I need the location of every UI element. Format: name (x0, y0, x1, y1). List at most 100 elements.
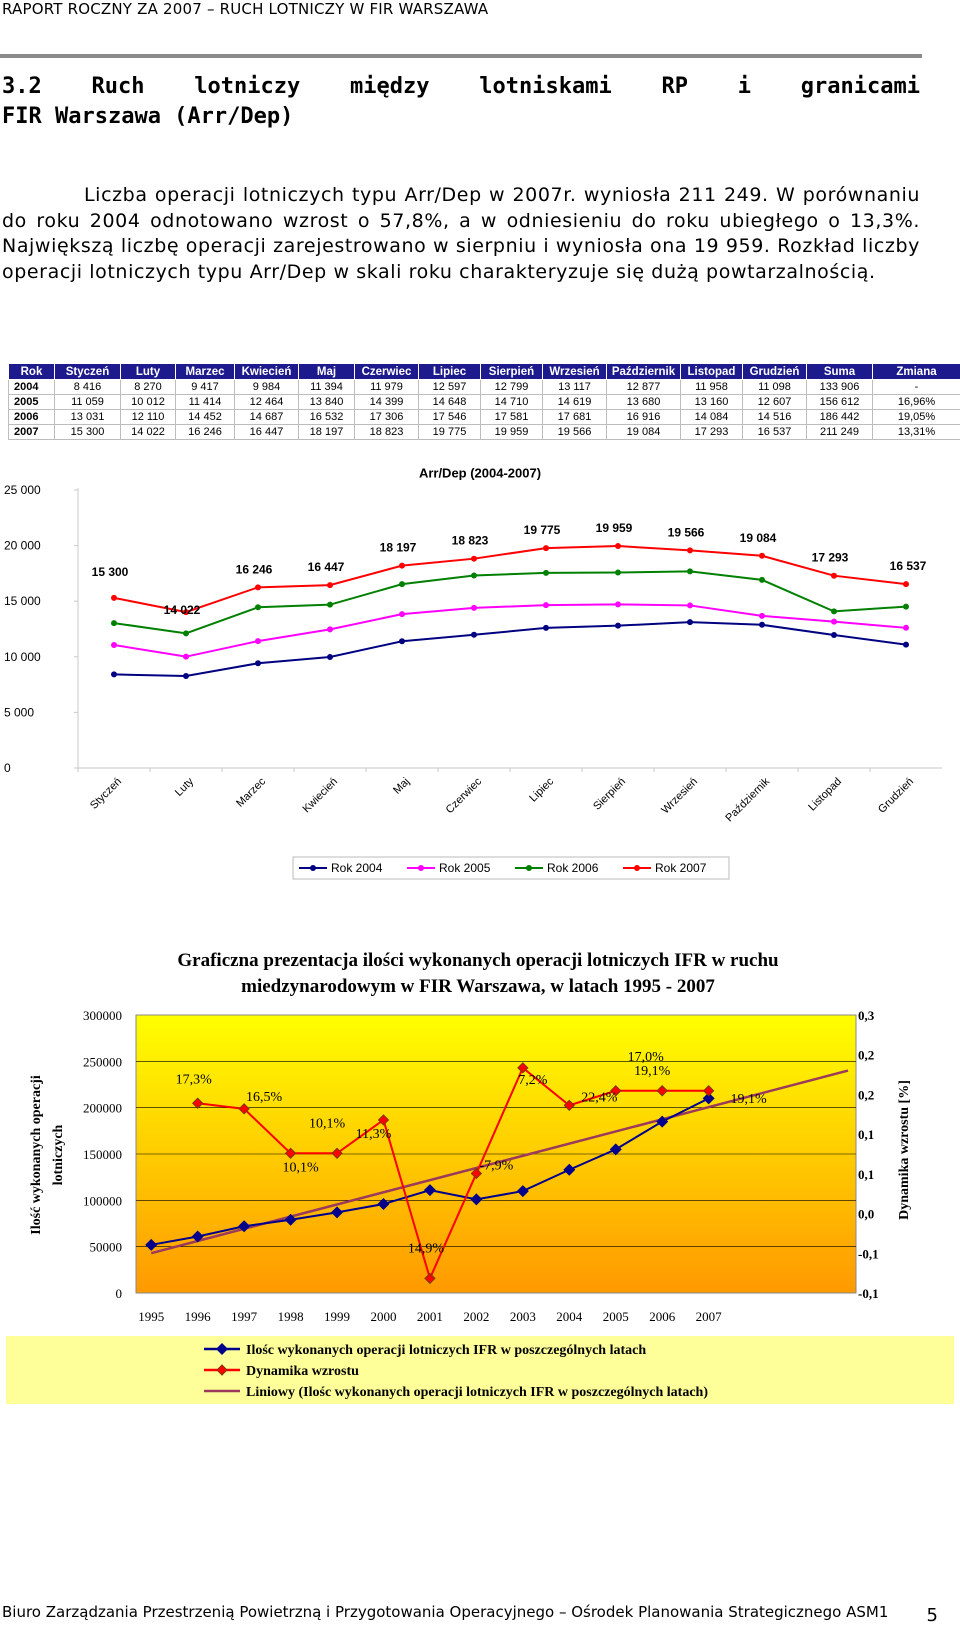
column-header: Kwiecień (234, 363, 299, 380)
data-point (831, 632, 837, 639)
data-label: 17,0% (628, 1050, 665, 1065)
table-cell: 14 648 (418, 394, 481, 410)
chart-title-line1: Graficzna prezentacja ilości wykonanych … (177, 950, 779, 971)
data-label: 19,1% (731, 1092, 768, 1107)
legend-marker (216, 1343, 228, 1355)
data-point (145, 1238, 158, 1251)
y-tick-label: 150000 (83, 1147, 122, 1162)
y-tick-label: 50000 (90, 1240, 123, 1255)
data-point (238, 1103, 250, 1115)
data-label: 19 959 (596, 521, 633, 535)
column-header: Lipiec (418, 363, 481, 380)
table-cell: 12 607 (742, 394, 807, 410)
data-point (615, 622, 621, 629)
table-cell: 11 394 (298, 379, 355, 395)
table-cell: 133 906 (806, 379, 873, 395)
year-cell: 2005 (8, 394, 55, 410)
y2-tick-label: 0,0 (858, 1207, 874, 1222)
table-row: 2007 15 300 14 022 16 246 16 447 18 197 18 823… (8, 424, 960, 440)
data-label: 10,1% (282, 1160, 319, 1175)
data-point (331, 1206, 344, 1219)
data-point (377, 1198, 390, 1211)
table-cell: 16 916 (606, 409, 681, 425)
data-label: 18 823 (452, 534, 489, 548)
y2-tick-label: -0,1 (858, 1286, 879, 1301)
x-tick-label: 2004 (556, 1309, 583, 1324)
year-cell: 2006 (8, 409, 55, 425)
legend-marker (310, 865, 316, 871)
table-cell: 13 840 (298, 394, 355, 410)
data-point (687, 547, 693, 554)
data-point (615, 543, 621, 550)
data-point (327, 653, 333, 660)
table-cell: 12 799 (480, 379, 543, 395)
y2-axis-label: Dynamika wzrostu [%] (897, 1080, 912, 1220)
x-tick-label: Lipiec (527, 775, 556, 804)
table-cell: 186 442 (806, 409, 873, 425)
x-tick-label: Marzec (234, 775, 268, 809)
table-cell: 18 823 (354, 424, 419, 440)
data-point (255, 660, 261, 667)
x-tick-label: 2005 (603, 1309, 629, 1324)
title-word: i (737, 74, 751, 99)
table-cell: 19 959 (480, 424, 543, 440)
table-cell: 10 012 (120, 394, 176, 410)
x-tick-label: Wrzesień (659, 776, 700, 817)
table-cell: 16 246 (175, 424, 235, 440)
data-point (702, 1092, 715, 1105)
y2-tick-label: 0,1 (858, 1167, 874, 1182)
data-point (111, 671, 117, 678)
table-cell: 13 160 (680, 394, 743, 410)
data-label: 19 084 (740, 531, 777, 545)
table-header-row: Rok Styczeń Luty Marzec Kwiecień Maj Czerwiec L… (8, 363, 960, 380)
table-cell: 11 414 (175, 394, 235, 410)
data-point (656, 1115, 669, 1128)
data-label: 7,2% (518, 1073, 548, 1088)
table-cell: 14 022 (120, 424, 176, 440)
table-cell: 11 979 (354, 379, 419, 395)
data-label: 14 022 (164, 603, 201, 617)
table-cell: 19 084 (606, 424, 681, 440)
data-label: 11,3% (356, 1127, 392, 1142)
column-header: Wrzesień (542, 363, 607, 380)
data-point (399, 581, 405, 588)
table-cell: 13 031 (54, 409, 121, 425)
year-cell: 2007 (8, 424, 55, 440)
table-cell: 12 597 (418, 379, 481, 395)
data-point (543, 569, 549, 576)
y2-tick-label: -0,1 (858, 1246, 879, 1261)
table-cell: 15 300 (54, 424, 121, 440)
column-header: Rok (8, 363, 55, 380)
x-tick-label: Październik (723, 775, 772, 824)
data-point (615, 601, 621, 608)
legend-marker (526, 865, 532, 871)
column-header: Grudzień (742, 363, 807, 380)
x-tick-label: Kwiecień (301, 776, 341, 816)
data-label: 16 246 (236, 562, 273, 576)
data-point (615, 569, 621, 576)
data-point (610, 1085, 622, 1097)
year-cell: 2004 (8, 379, 55, 395)
data-point (284, 1213, 297, 1226)
x-tick-label: Grudzień (876, 776, 916, 816)
table-cell: 11 958 (680, 379, 743, 395)
y-tick-label: 0 (4, 761, 11, 775)
table-cell: 14 452 (175, 409, 235, 425)
data-point (284, 1147, 297, 1160)
series-line (113, 603, 907, 658)
table-cell: 14 619 (542, 394, 607, 410)
column-header: Październik (606, 363, 681, 380)
data-point (470, 1193, 483, 1206)
y-tick-label: 100000 (83, 1193, 122, 1208)
table-cell: 12 110 (120, 409, 176, 425)
legend-box (292, 856, 730, 880)
data-point (183, 630, 189, 637)
table-cell: 14 710 (480, 394, 543, 410)
data-point (255, 604, 261, 611)
table-body: 2004 8 416 8 270 9 417 9 984 11 394 11 979 12 5… (8, 379, 960, 440)
table-cell: 16 447 (234, 424, 299, 440)
x-tick-label: 2006 (649, 1309, 676, 1324)
column-header: Sierpień (480, 363, 543, 380)
data-point (471, 604, 477, 611)
data-point (563, 1163, 576, 1176)
